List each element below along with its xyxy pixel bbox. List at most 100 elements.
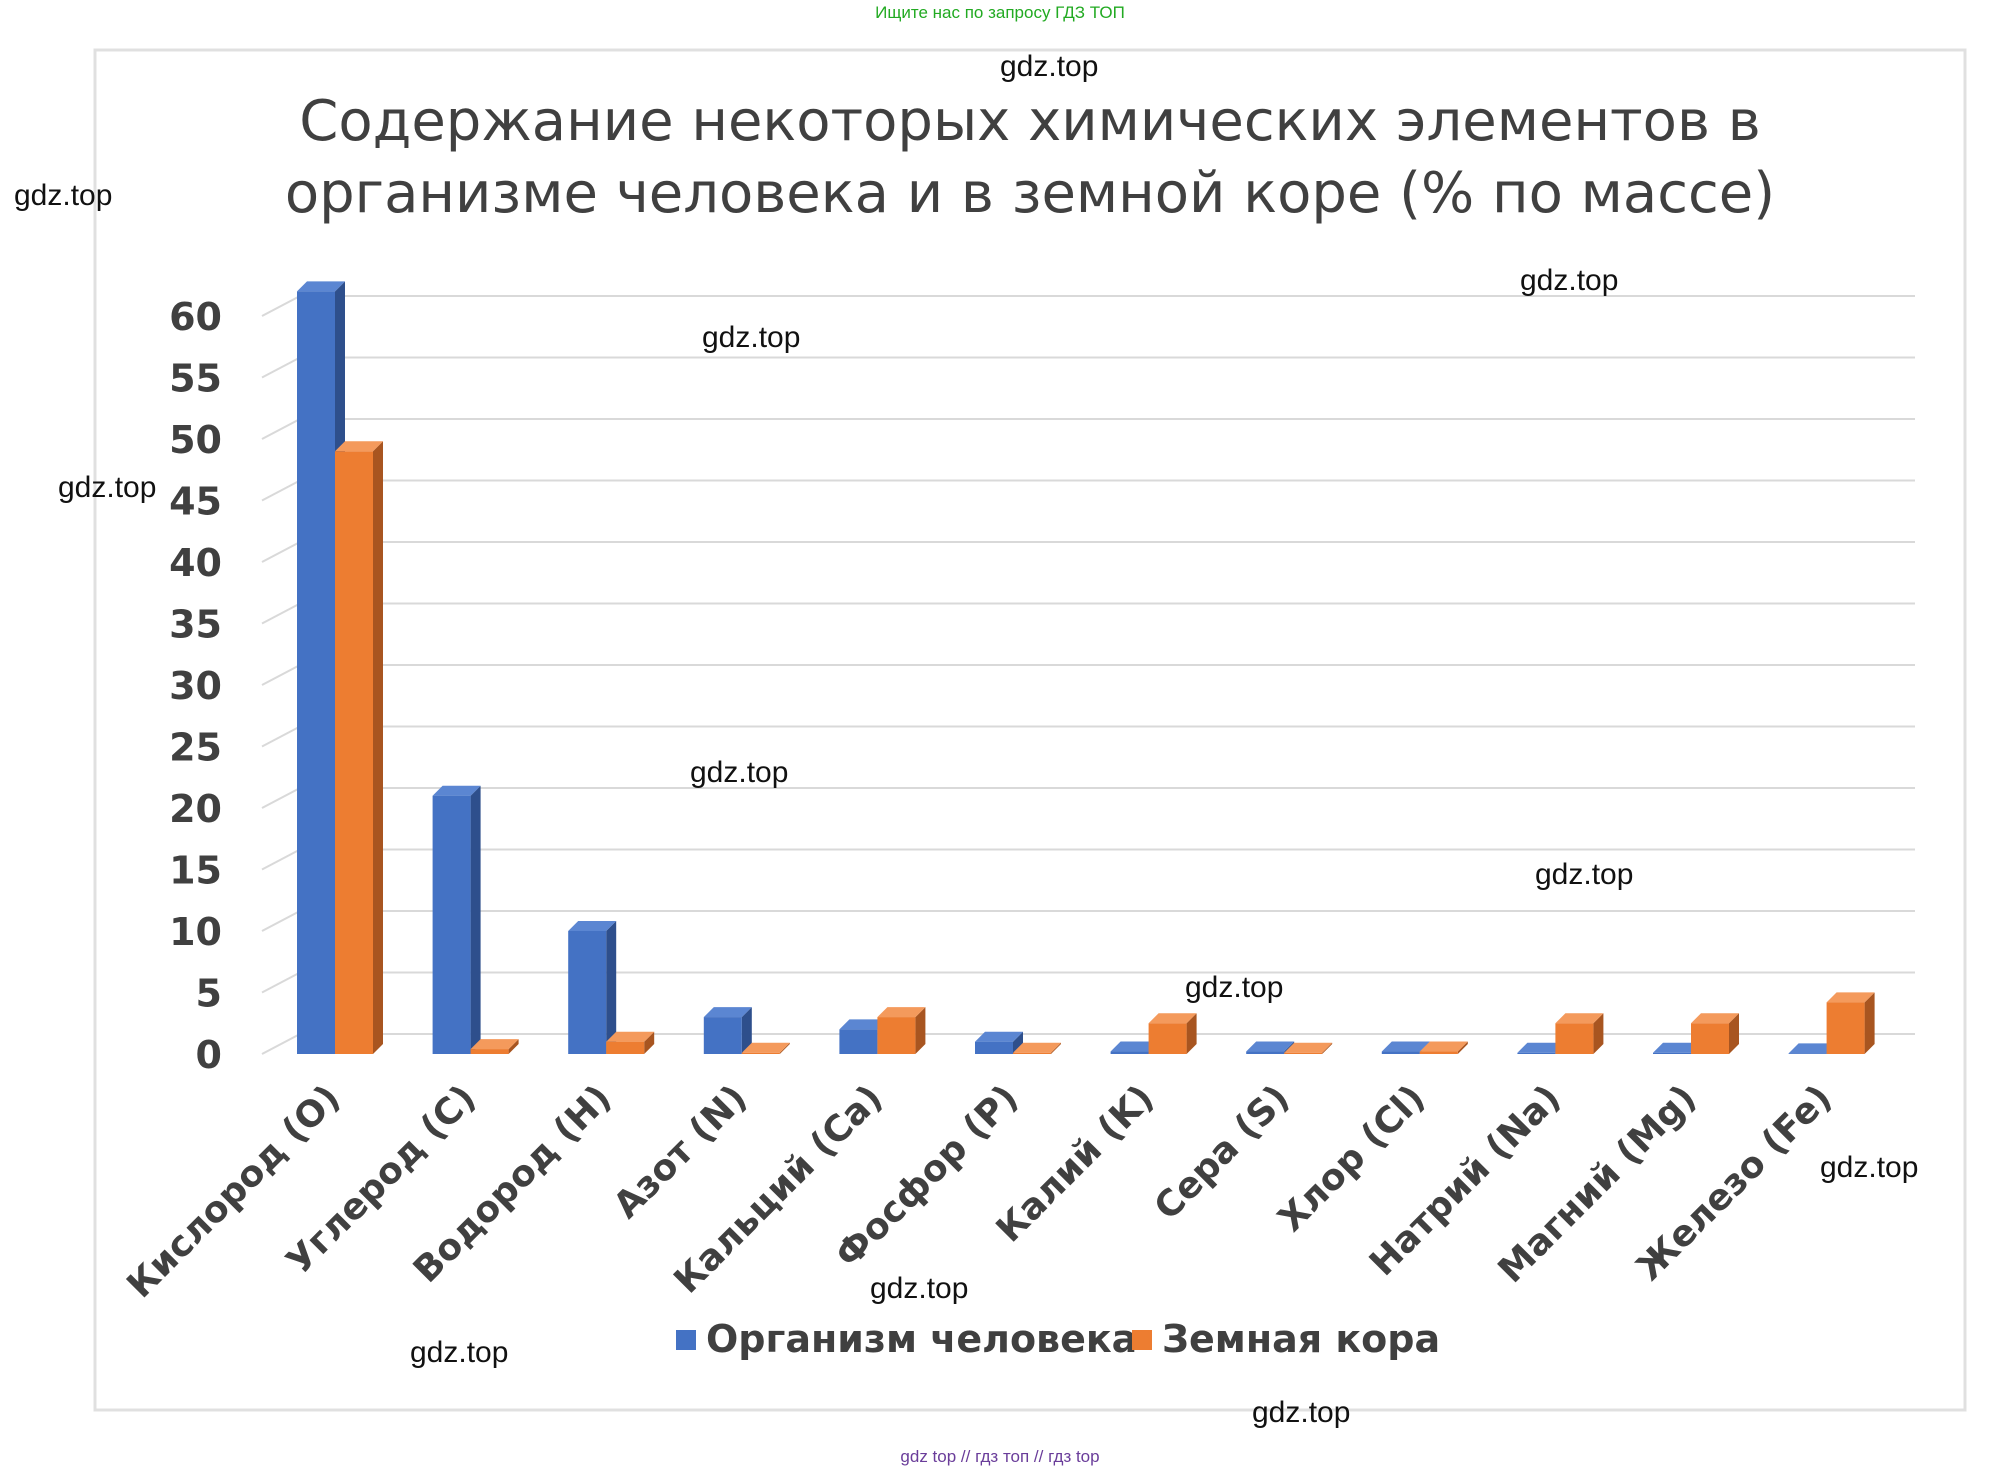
footer-links[interactable]: gdz top // гдз топ // гдз top [900,1447,1099,1466]
bar-series-1-front [703,1017,742,1054]
bar-series-1 [975,1031,1023,1054]
watermark: gdz.top [410,1336,508,1369]
chart-title-line-2: организме человека и в земной коре (% по… [285,161,1775,226]
bar-series-2-side [1051,1042,1061,1054]
bar-series-2-front [1826,1002,1865,1054]
watermark: gdz.top [1252,1396,1350,1429]
watermark: gdz.top [690,756,788,789]
gridline-slant [261,295,301,317]
y-tick-label: 45 [169,480,222,524]
gridline-slant [261,787,301,809]
bar-series-1-front [432,795,471,1054]
bar-series-2 [1419,1041,1468,1054]
bar-series-1-side [470,785,481,1054]
bar-series-2-front [1555,1023,1594,1054]
legend-swatch-series-2 [1132,1330,1152,1350]
bar-series-1-top [703,1007,752,1018]
watermark: gdz.top [1185,971,1283,1004]
legend-label-series-2: Земная кора [1162,1317,1440,1361]
bar-series-2-front [606,1041,645,1054]
gridline-slant [261,725,301,748]
bar-series-2 [335,441,383,1054]
gridline-slant [261,848,301,871]
bar-series-2-top [470,1039,519,1050]
bar-series-2 [1555,1013,1604,1054]
bar-series-2 [741,1042,790,1054]
bar-series-2-side [779,1042,790,1054]
y-tick-label: 10 [169,910,222,954]
bar-series-1-front [1517,1052,1556,1054]
bar-series-1-top [975,1031,1023,1042]
chart-frame [93,48,1967,1412]
bar-series-2-front [1419,1051,1458,1054]
bar-series-1 [568,921,617,1054]
bar-series-2-front [470,1049,509,1054]
bar-series-1-front [568,931,607,1054]
gridline-slant [261,971,301,994]
y-tick-label: 5 [196,972,222,1016]
y-tick-label: 30 [169,664,222,708]
y-tick-label: 25 [169,726,222,770]
bar-series-2-side [1593,1013,1604,1054]
bar-series-2-side [644,1031,655,1054]
watermark: gdz.top [58,471,156,504]
gridline-slant [261,1033,301,1055]
bar-series-1-top [1653,1042,1701,1053]
promo-text[interactable]: Ищите нас по запросу ГДЗ ТОП [875,3,1125,22]
bar-series-1-top [568,921,617,931]
y-tick-label: 20 [169,787,222,831]
bar-series-2-top [1148,1013,1197,1024]
watermark: gdz.top [1820,1151,1918,1184]
watermark: gdz.top [1000,50,1098,83]
bar-series-2-front [1691,1023,1729,1054]
bar-series-2-top [1691,1013,1739,1024]
bar-series-2-front [741,1052,780,1054]
legend-swatch-series-1 [676,1330,696,1350]
bar-series-1-front [1653,1052,1691,1054]
bar-series-2-side [1186,1013,1197,1054]
bar-series-2-side [1729,1013,1739,1054]
chart-title-line-1: Содержание некоторых химических элементо… [299,89,1761,154]
bar-series-1-front [1381,1051,1420,1054]
watermark: gdz.top [1535,858,1633,891]
bar-series-2-side [1322,1042,1333,1054]
bar-series-2-top [606,1031,655,1042]
y-tick-label: 35 [169,603,222,647]
bar-series-1-top [1788,1043,1837,1054]
y-tick-label: 60 [169,295,222,339]
bar-series-2-top [1826,992,1875,1003]
bar-series-1-front [839,1029,878,1054]
bar-series-2-top [1419,1041,1468,1052]
bar-series-1-top [1246,1041,1295,1052]
bar-series-1-front [1110,1051,1149,1054]
gridline-slant [261,910,301,932]
gridline-slant [261,479,301,502]
bars [297,281,1875,1054]
y-axis-ticks: 0 5 10 15 20 25 30 35 40 45 50 55 60 [169,295,222,1077]
bar-series-1 [703,1007,752,1054]
bar-series-2-front [1284,1052,1323,1054]
bar-series-1-top [297,281,345,292]
bar-series-2 [1284,1042,1333,1054]
gridline-slant [261,418,301,440]
bar-series-2-top [1284,1042,1333,1053]
bar-series-1-top [1110,1041,1159,1052]
bar-series-2-top [877,1007,926,1018]
watermark: gdz.top [702,321,800,354]
gridline-slant [261,541,301,563]
bar-series-1-top [1381,1041,1430,1052]
y-tick-label: 0 [196,1033,222,1077]
bar-series-2-side [508,1039,519,1054]
gridline-slant [261,356,301,379]
watermarks: gdz.top gdz.top gdz.top gdz.top gdz.top … [14,50,1918,1429]
bar-series-1-top [432,785,481,796]
gridline-slant [261,602,301,625]
bar-series-1-top [1517,1042,1566,1053]
bar-series-2 [1148,1013,1197,1054]
bar-series-2-top [1013,1042,1061,1053]
bar-series-2 [1691,1013,1739,1054]
y-tick-label: 40 [169,541,222,585]
bar-series-1-front [1246,1051,1285,1054]
bar-series-1-side [606,921,617,1054]
bar-series-2-front [1148,1023,1187,1054]
